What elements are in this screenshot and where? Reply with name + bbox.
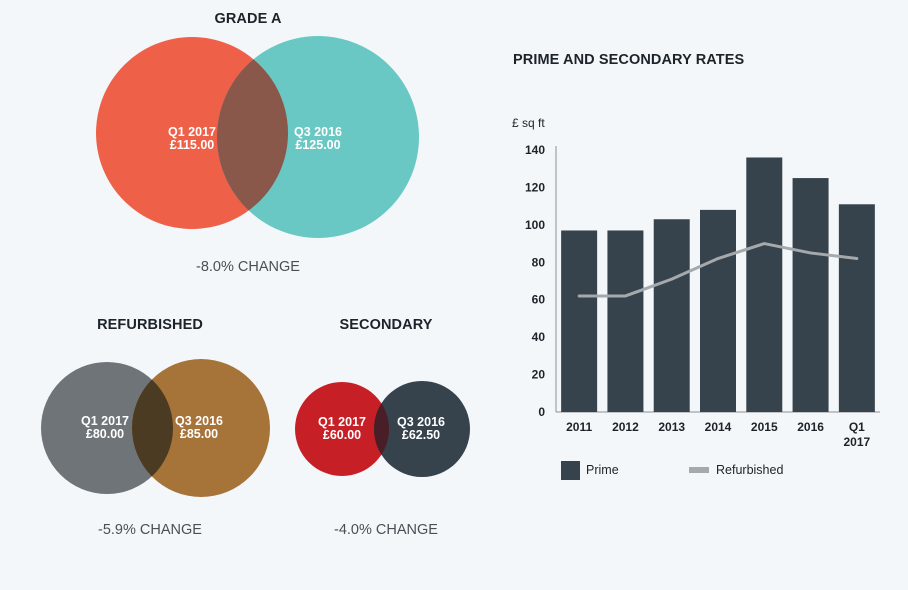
refurbished-right-circle [132,359,270,497]
legend-refurbished-label: Refurbished [716,463,784,477]
grade-a-left-label: Q1 2017 £115.00 [152,126,232,152]
grade-a-venn-shapes [96,36,419,238]
x-tick-label: 2011 [566,420,592,434]
y-tick-label: 120 [525,180,545,194]
refurbished-venn: Q1 2017 £80.00 Q3 2016 £85.00 [41,358,271,500]
grade-a-overlap [217,59,288,211]
secondary-venn: Q1 2017 £60.00 Q3 2016 £62.50 [295,378,475,482]
x-tick-label: 2012 [612,420,639,434]
grade-a-venn: Q1 2017 £115.00 Q3 2016 £125.00 [96,36,420,240]
grade-a-change: -8.0% CHANGE [196,259,300,275]
secondary-right-label: Q3 2016 £62.50 [382,416,460,442]
bar-prime-0 [561,230,598,412]
x-tick-label: 2013 [658,420,685,434]
bar-prime-4 [746,157,783,412]
legend-prime-label: Prime [586,463,619,477]
grade-a-right-value: £125.00 [295,138,341,152]
y-tick-label: 40 [532,330,546,344]
grade-a-title: GRADE A [214,11,282,27]
y-tick-label: 140 [525,143,545,157]
y-tick-label: 20 [532,368,546,382]
secondary-left-period: Q1 2017 [318,415,366,429]
y-tick-label: 80 [532,255,546,269]
secondary-title: SECONDARY [339,317,433,333]
y-tick-label: 60 [532,293,546,307]
y-tick-label: 0 [538,405,545,419]
refurbished-right-label: Q3 2016 £85.00 [160,415,238,441]
grade-a-left-period: Q1 2017 [168,125,216,139]
secondary-right-circle [374,381,470,477]
chart-title: PRIME AND SECONDARY RATES [513,52,745,68]
refurbished-left-circle [41,362,173,494]
secondary-left-circle [295,382,389,476]
grade-a-right-label: Q3 2016 £125.00 [278,126,358,152]
bar-prime-2 [653,219,690,412]
x-tick-label: 2015 [751,420,778,434]
x-tick-label: 2016 [797,420,824,434]
refurbished-left-label: Q1 2017 £80.00 [66,415,144,441]
refurbished-change: -5.9% CHANGE [98,522,202,538]
secondary-overlap [374,403,389,455]
bar-prime-3 [700,209,736,412]
secondary-venn-shapes [295,381,470,477]
bar-prime-5 [792,178,829,412]
secondary-right-period: Q3 2016 [397,415,445,429]
secondary-left-label: Q1 2017 £60.00 [303,416,381,442]
y-tick-label: 100 [525,218,545,232]
refurbished-title: REFURBISHED [97,317,203,333]
secondary-right-value: £62.50 [401,428,441,442]
bar-prime-1 [607,230,644,412]
refurbished-venn-shapes [41,359,270,497]
y-axis-label: £ sq ft [512,116,545,130]
refurbished-right-value: £85.00 [179,427,219,441]
legend-refurbished-swatch [689,467,709,473]
secondary-left-value: £60.00 [322,428,362,442]
secondary-change: -4.0% CHANGE [334,522,438,538]
x-tick-label: 2017 [844,435,871,449]
x-tick-label: 2014 [705,420,732,434]
legend-prime-swatch [561,461,580,480]
refurbished-right-period: Q3 2016 [175,414,223,428]
x-tick-label: Q1 [849,420,865,434]
grade-a-right-period: Q3 2016 [294,125,342,139]
refurbished-left-period: Q1 2017 [81,414,129,428]
grade-a-left-value: £115.00 [169,138,215,152]
line-refurbished [577,242,859,298]
bar-prime-6 [838,204,875,412]
refurbished-left-value: £80.00 [85,427,125,441]
refurbished-overlap [132,379,173,477]
